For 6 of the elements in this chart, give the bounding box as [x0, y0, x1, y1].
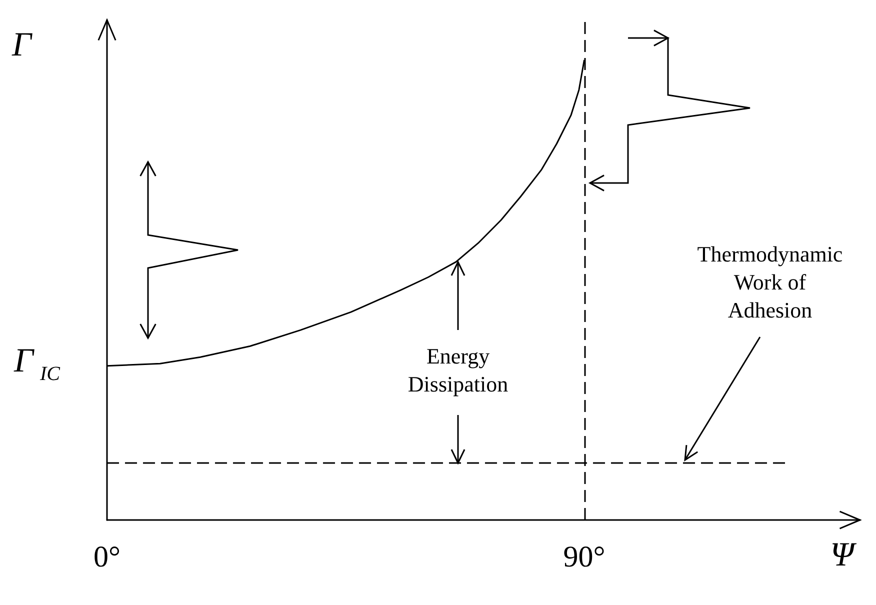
x-axis-title: Ψ — [830, 536, 858, 574]
x-tick-label: 90° — [563, 540, 606, 574]
annotation: Energy Dissipation — [408, 344, 508, 396]
y-axis-title: Γ — [11, 26, 33, 64]
x-tick-label: 0° — [94, 540, 120, 574]
annotation: Thermodynamic Work of Adhesion — [697, 242, 843, 322]
